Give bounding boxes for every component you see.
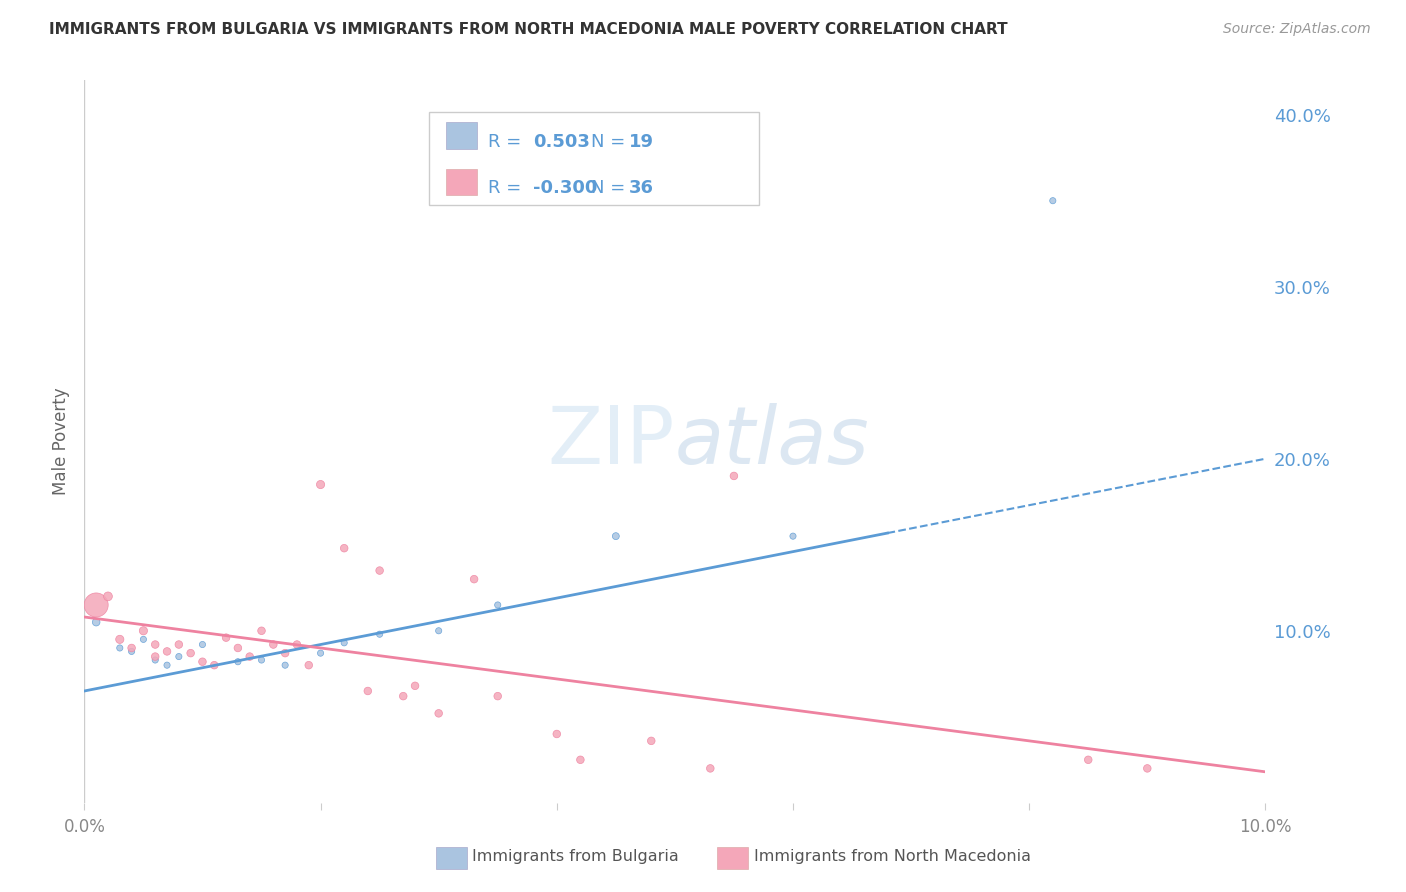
Point xyxy=(699,761,721,775)
Text: 0.503: 0.503 xyxy=(533,133,589,151)
Text: Immigrants from North Macedonia: Immigrants from North Macedonia xyxy=(754,849,1031,863)
Point xyxy=(132,624,155,638)
Point xyxy=(486,689,509,703)
Point xyxy=(298,658,321,673)
Point xyxy=(191,638,214,652)
Point xyxy=(97,590,120,604)
Point xyxy=(84,598,107,612)
Point xyxy=(309,646,332,660)
Point xyxy=(368,564,391,578)
Text: 36: 36 xyxy=(628,179,654,197)
Point xyxy=(156,644,179,658)
Point xyxy=(605,529,627,543)
Point xyxy=(427,624,450,638)
Point xyxy=(723,469,745,483)
Text: ZIP: ZIP xyxy=(547,402,675,481)
Point xyxy=(250,653,273,667)
Point xyxy=(121,644,143,658)
Point xyxy=(1042,194,1064,208)
Point xyxy=(274,658,297,673)
Point xyxy=(274,646,297,660)
Point xyxy=(121,640,143,655)
Point xyxy=(392,689,415,703)
Text: N =: N = xyxy=(591,179,630,197)
Point xyxy=(202,658,225,673)
Text: -0.300: -0.300 xyxy=(533,179,598,197)
Text: IMMIGRANTS FROM BULGARIA VS IMMIGRANTS FROM NORTH MACEDONIA MALE POVERTY CORRELA: IMMIGRANTS FROM BULGARIA VS IMMIGRANTS F… xyxy=(49,22,1008,37)
Point xyxy=(143,649,166,664)
Point xyxy=(167,649,190,664)
Point xyxy=(1077,753,1099,767)
Point xyxy=(143,638,166,652)
Point xyxy=(546,727,568,741)
Point xyxy=(357,684,380,698)
Point xyxy=(143,653,166,667)
Point xyxy=(404,679,426,693)
Point xyxy=(132,632,155,647)
Point xyxy=(427,706,450,721)
Text: Immigrants from Bulgaria: Immigrants from Bulgaria xyxy=(472,849,679,863)
Point xyxy=(108,632,131,647)
Point xyxy=(191,655,214,669)
Y-axis label: Male Poverty: Male Poverty xyxy=(52,388,70,495)
Point xyxy=(226,640,249,655)
Point xyxy=(180,646,202,660)
Point xyxy=(226,655,249,669)
Text: 19: 19 xyxy=(628,133,654,151)
Point xyxy=(782,529,804,543)
Point xyxy=(239,649,262,664)
Point xyxy=(1136,761,1159,775)
Point xyxy=(569,753,592,767)
Point xyxy=(309,477,332,491)
Point xyxy=(84,615,107,630)
Point xyxy=(333,636,356,650)
Point xyxy=(156,658,179,673)
Point xyxy=(333,541,356,556)
Point xyxy=(285,638,308,652)
Point xyxy=(262,638,284,652)
Point xyxy=(215,631,238,645)
Point xyxy=(108,640,131,655)
Text: Source: ZipAtlas.com: Source: ZipAtlas.com xyxy=(1223,22,1371,37)
Text: atlas: atlas xyxy=(675,402,870,481)
Text: N =: N = xyxy=(591,133,630,151)
Point xyxy=(640,734,662,748)
Point xyxy=(250,624,273,638)
Text: R =: R = xyxy=(488,179,527,197)
Point xyxy=(486,598,509,612)
Point xyxy=(463,572,485,586)
Point xyxy=(167,638,190,652)
Text: R =: R = xyxy=(488,133,527,151)
Point xyxy=(368,627,391,641)
